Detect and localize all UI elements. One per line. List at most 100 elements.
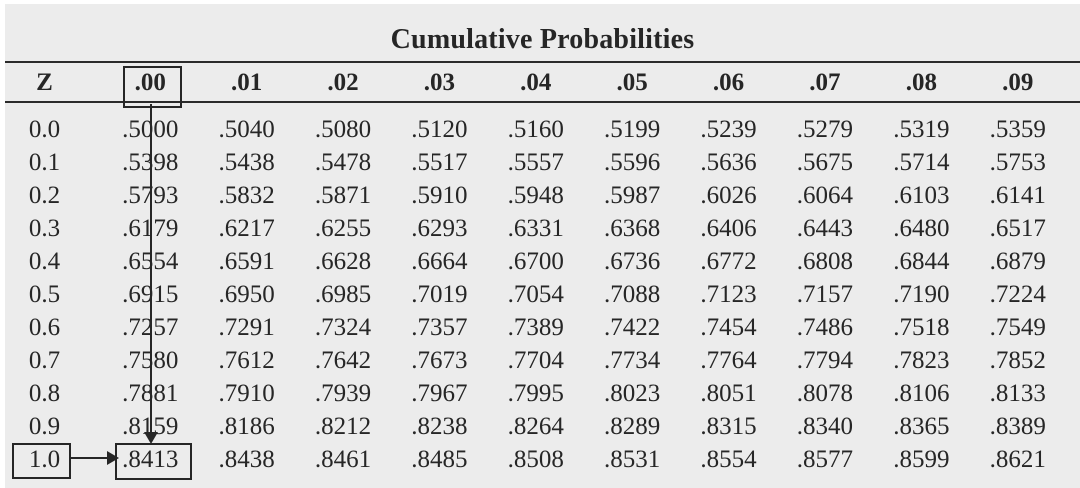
table-cell: .5517 <box>411 149 468 176</box>
table-cell: .8461 <box>314 446 372 473</box>
table-cell: .7054 <box>507 281 564 308</box>
table-cell: .8186 <box>218 413 275 440</box>
table-cell: .7734 <box>604 347 661 374</box>
column-trace-line <box>150 104 152 432</box>
z-row-label: 0.2 <box>28 182 61 209</box>
table-cell: .7995 <box>507 380 564 407</box>
table-cell: .8078 <box>796 380 854 407</box>
table-cell: .5040 <box>218 116 275 143</box>
table-cell: .8389 <box>989 413 1046 440</box>
table-cell: .7088 <box>604 281 661 308</box>
table-cell: .5239 <box>700 116 757 143</box>
table-cell: .5714 <box>893 149 950 176</box>
table-cell: .8485 <box>411 446 468 473</box>
column-header: .06 <box>712 68 745 96</box>
table-cell: .7454 <box>700 314 757 341</box>
table-cell: .5199 <box>604 116 661 143</box>
table-row: 0.2.5793.5832.5871.5910.5948.5987.6026.6… <box>5 179 1066 212</box>
table-cell: .5948 <box>507 182 564 209</box>
table-cell: .5160 <box>507 116 564 143</box>
z-row-label: 0.9 <box>28 413 61 440</box>
table-row: 0.7.7580.7612.7642.7673.7704.7734.7764.7… <box>5 344 1066 377</box>
row-trace-line <box>69 457 107 459</box>
z-row-label: 0.0 <box>28 116 61 143</box>
table-cell: .6141 <box>989 182 1046 209</box>
table-cell: .7852 <box>989 347 1046 374</box>
table-cell: .7673 <box>411 347 468 374</box>
table-cell: .8023 <box>604 380 661 407</box>
cumulative-probability-table: Z.00.01.02.03.04.05.06.07.08.09 0.0.5000… <box>5 63 1066 476</box>
table-cell: .8508 <box>507 446 564 473</box>
table-cell: .6480 <box>893 215 950 242</box>
z-row-label: 0.8 <box>28 380 61 407</box>
table-cell: .6368 <box>604 215 661 242</box>
z-row-label: 0.4 <box>28 248 61 275</box>
table-cell: .8315 <box>700 413 757 440</box>
table-row: 0.1.5398.5438.5478.5517.5557.5596.5636.5… <box>5 146 1066 179</box>
table-cell: .8599 <box>893 446 950 473</box>
table-cell: .7224 <box>989 281 1046 308</box>
table-cell: .7518 <box>893 314 950 341</box>
z-column-header: Z <box>36 68 53 96</box>
table-cell: .6293 <box>411 215 468 242</box>
table-cell: .8554 <box>700 446 757 473</box>
table-cell: .6950 <box>218 281 275 308</box>
header-rule-top <box>5 61 1080 63</box>
table-cell: .8289 <box>604 413 661 440</box>
table-row: 0.3.6179.6217.6255.6293.6331.6368.6406.6… <box>5 212 1066 245</box>
table-cell: .7794 <box>796 347 854 374</box>
table-cell: .5832 <box>218 182 275 209</box>
table-cell: .5675 <box>796 149 854 176</box>
table-cell: .8264 <box>507 413 564 440</box>
z-row-label: 0.7 <box>28 347 61 374</box>
table-cell: .7612 <box>218 347 275 374</box>
boxed-column-header-00 <box>123 66 182 108</box>
column-header: .00 <box>134 68 166 96</box>
table-cell: .7291 <box>218 314 275 341</box>
table-cell: .6026 <box>700 182 757 209</box>
table-cell: .8531 <box>604 446 661 473</box>
table-cell: .6103 <box>893 182 950 209</box>
table-cell: .7324 <box>314 314 372 341</box>
z-row-label: 0.6 <box>28 314 61 341</box>
table-row: 0.4.6554.6591.6628.6664.6700.6736.6772.6… <box>5 245 1066 278</box>
column-header: .07 <box>809 68 841 96</box>
table-title: Cumulative Probabilities <box>390 24 695 55</box>
table-cell: .5557 <box>507 149 564 176</box>
table-cell: .5080 <box>314 116 372 143</box>
table-cell: .6700 <box>507 248 564 275</box>
table-cell: .6406 <box>700 215 757 242</box>
table-cell: .6217 <box>218 215 275 242</box>
column-header: .09 <box>1002 68 1034 96</box>
table-cell: .8621 <box>989 446 1046 473</box>
header-rule-bottom <box>5 101 1080 103</box>
table-cell: .6591 <box>218 248 275 275</box>
table-cell: .6064 <box>796 182 854 209</box>
table-cell: .6772 <box>700 248 757 275</box>
table-cell: .6443 <box>796 215 854 242</box>
table-cell: .7764 <box>700 347 757 374</box>
table-cell: .7939 <box>314 380 372 407</box>
column-header: .03 <box>423 68 455 96</box>
column-header: .04 <box>520 68 552 96</box>
table-cell: .8212 <box>314 413 372 440</box>
table-cell: .7910 <box>218 380 275 407</box>
boxed-cell-8413 <box>115 443 192 480</box>
table-row: 0.0.5000.5040.5080.5120.5160.5199.5239.5… <box>5 113 1066 146</box>
table-cell: .7704 <box>507 347 564 374</box>
boxed-row-label-1-0 <box>12 443 71 479</box>
table-cell: .8051 <box>700 380 757 407</box>
table-cell: .8133 <box>989 380 1046 407</box>
table-row: 0.6.7257.7291.7324.7357.7389.7422.7454.7… <box>5 311 1066 344</box>
table-cell: .7549 <box>989 314 1046 341</box>
table-cell: .5438 <box>218 149 275 176</box>
table-cell: .6664 <box>411 248 468 275</box>
z-row-label: 0.5 <box>28 281 61 308</box>
table-cell: .7019 <box>411 281 468 308</box>
table-cell: .6628 <box>314 248 372 275</box>
table-cell: .7823 <box>893 347 950 374</box>
table-background-panel <box>5 4 1080 488</box>
table-cell: .6985 <box>314 281 372 308</box>
table-cell: .7422 <box>604 314 661 341</box>
table-cell: .6879 <box>989 248 1046 275</box>
